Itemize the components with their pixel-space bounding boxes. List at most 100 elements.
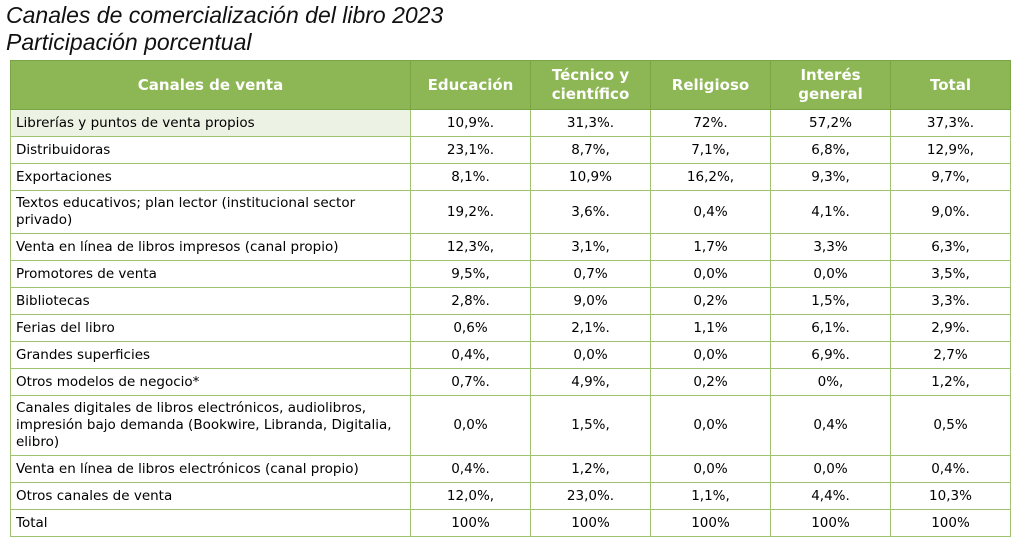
cell-total: 0,5%: [890, 395, 1011, 456]
column-header-total: Total: [890, 60, 1011, 110]
table-row: Venta en línea de libros impresos (canal…: [10, 233, 1011, 261]
cell-educacion: 0,7%.: [410, 368, 531, 396]
cell-tecnico: 100%: [530, 509, 651, 537]
table-row: Textos educativos; plan lector (instituc…: [10, 190, 1011, 234]
cell-educacion: 19,2%.: [410, 190, 531, 234]
cell-religioso: 7,1%,: [650, 136, 771, 164]
row-label: Distribuidoras: [10, 136, 411, 164]
table-row: Librerías y puntos de venta propios 10,9%…: [10, 109, 1011, 137]
row-label: Bibliotecas: [10, 287, 411, 315]
cell-total: 2,7%: [890, 341, 1011, 369]
cell-total: 10,3%: [890, 482, 1011, 510]
table-row: Total 100% 100% 100% 100% 100%: [10, 509, 1011, 537]
row-label: Librerías y puntos de venta propios: [10, 109, 411, 137]
cell-total: 0,4%.: [890, 455, 1011, 483]
cell-religioso: 0,0%: [650, 341, 771, 369]
sales-channel-table: Canales de venta Educación Técnico y cie…: [10, 60, 1011, 537]
cell-educacion: 0,4%.: [410, 455, 531, 483]
cell-religioso: 0,0%: [650, 395, 771, 456]
cell-tecnico: 0,0%: [530, 341, 651, 369]
cell-interes-general: 4,1%.: [770, 190, 891, 234]
cell-religioso: 0,4%: [650, 190, 771, 234]
cell-total: 100%: [890, 509, 1011, 537]
cell-tecnico: 3,6%.: [530, 190, 651, 234]
cell-interes-general: 0,4%: [770, 395, 891, 456]
cell-total: 37,3%.: [890, 109, 1011, 137]
cell-tecnico: 23,0%.: [530, 482, 651, 510]
cell-interes-general: 0%,: [770, 368, 891, 396]
column-header-tecnico: Técnico y científico: [530, 60, 651, 110]
table-row: Distribuidoras 23,1%. 8,7%, 7,1%, 6,8%, 12,9%…: [10, 136, 1011, 164]
row-label: Grandes superficies: [10, 341, 411, 369]
cell-religioso: 72%.: [650, 109, 771, 137]
cell-tecnico: 3,1%,: [530, 233, 651, 261]
cell-religioso: 0,2%: [650, 368, 771, 396]
row-label: Otros modelos de negocio*: [10, 368, 411, 396]
cell-interes-general: 0,0%: [770, 455, 891, 483]
column-header-canales: Canales de venta: [10, 60, 411, 110]
cell-tecnico: 2,1%.: [530, 314, 651, 342]
column-header-religioso: Religioso: [650, 60, 771, 110]
cell-educacion: 0,6%: [410, 314, 531, 342]
cell-tecnico: 1,2%,: [530, 455, 651, 483]
cell-educacion: 12,0%,: [410, 482, 531, 510]
cell-educacion: 10,9%.: [410, 109, 531, 137]
row-label: Ferias del libro: [10, 314, 411, 342]
cell-educacion: 9,5%,: [410, 260, 531, 288]
cell-tecnico: 8,7%,: [530, 136, 651, 164]
table-row: Exportaciones 8,1%. 10,9% 16,2%, 9,3%, 9,7%,: [10, 163, 1011, 191]
cell-interes-general: 0,0%: [770, 260, 891, 288]
cell-total: 3,5%,: [890, 260, 1011, 288]
table-row: Promotores de venta 9,5%, 0,7% 0,0% 0,0% 3,5%…: [10, 260, 1011, 288]
cell-tecnico: 4,9%,: [530, 368, 651, 396]
chart-title: Canales de comercialización del libro 20…: [6, 2, 444, 28]
cell-religioso: 0,2%: [650, 287, 771, 315]
cell-interes-general: 6,9%.: [770, 341, 891, 369]
cell-interes-general: 100%: [770, 509, 891, 537]
cell-interes-general: 57,2%: [770, 109, 891, 137]
table-header: Canales de venta Educación Técnico y cie…: [10, 60, 1011, 110]
cell-interes-general: 6,1%.: [770, 314, 891, 342]
cell-educacion: 12,3%,: [410, 233, 531, 261]
cell-educacion: 8,1%.: [410, 163, 531, 191]
column-header-educacion: Educación: [410, 60, 531, 110]
cell-educacion: 100%: [410, 509, 531, 537]
cell-religioso: 0,0%: [650, 455, 771, 483]
cell-total: 9,0%.: [890, 190, 1011, 234]
table-row: Otros modelos de negocio* 0,7%. 4,9%, 0,2% 0…: [10, 368, 1011, 396]
cell-interes-general: 6,8%,: [770, 136, 891, 164]
row-label: Otros canales de venta: [10, 482, 411, 510]
row-label: Exportaciones: [10, 163, 411, 191]
cell-interes-general: 3,3%: [770, 233, 891, 261]
cell-total: 2,9%.: [890, 314, 1011, 342]
chart-subtitle: Participación porcentual: [6, 29, 252, 55]
cell-religioso: 1,1%: [650, 314, 771, 342]
table-row: Canales digitales de libros electrónicos…: [10, 395, 1011, 456]
cell-religioso: 100%: [650, 509, 771, 537]
cell-tecnico: 9,0%: [530, 287, 651, 315]
cell-religioso: 1,1%,: [650, 482, 771, 510]
row-label: Total: [10, 509, 411, 537]
row-label: Canales digitales de libros electrónicos…: [10, 395, 411, 456]
cell-total: 1,2%,: [890, 368, 1011, 396]
sales-channel-table-wrapper: Canales de venta Educación Técnico y cie…: [10, 60, 1011, 537]
cell-educacion: 2,8%.: [410, 287, 531, 315]
table-row: Otros canales de venta 12,0%, 23,0%. 1,1%, 4…: [10, 482, 1011, 510]
row-label: Venta en línea de libros impresos (canal…: [10, 233, 411, 261]
cell-tecnico: 1,5%,: [530, 395, 651, 456]
row-label: Promotores de venta: [10, 260, 411, 288]
cell-educacion: 0,4%,: [410, 341, 531, 369]
cell-tecnico: 0,7%: [530, 260, 651, 288]
cell-total: 3,3%.: [890, 287, 1011, 315]
cell-interes-general: 1,5%,: [770, 287, 891, 315]
cell-total: 12,9%,: [890, 136, 1011, 164]
chart-title-block: Canales de comercialización del libro 20…: [6, 2, 443, 56]
cell-tecnico: 31,3%.: [530, 109, 651, 137]
table-body: Librerías y puntos de venta propios 10,9%…: [10, 109, 1011, 537]
table-row: Bibliotecas 2,8%. 9,0% 0,2% 1,5%, 3,3%.: [10, 287, 1011, 315]
cell-interes-general: 9,3%,: [770, 163, 891, 191]
cell-religioso: 0,0%: [650, 260, 771, 288]
cell-religioso: 1,7%: [650, 233, 771, 261]
cell-interes-general: 4,4%.: [770, 482, 891, 510]
column-header-interes-general: Interés general: [770, 60, 891, 110]
